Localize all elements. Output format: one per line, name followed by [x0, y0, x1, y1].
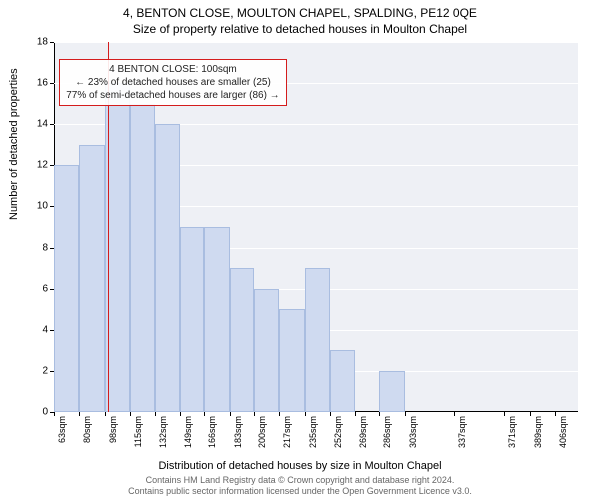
histogram-bar: [279, 309, 305, 412]
xtick-mark: [504, 412, 505, 416]
histogram-bar: [305, 268, 330, 412]
xtick-mark: [355, 412, 356, 416]
xtick-mark: [230, 412, 231, 416]
xtick-mark: [180, 412, 181, 416]
xtick-mark: [555, 412, 556, 416]
xtick-mark: [254, 412, 255, 416]
ytick-label: 16: [32, 78, 48, 89]
annotation-box: 4 BENTON CLOSE: 100sqm← 23% of detached …: [59, 59, 286, 106]
xtick-label: 235sqm: [308, 416, 318, 448]
chart-root: 4, BENTON CLOSE, MOULTON CHAPEL, SPALDIN…: [0, 0, 600, 500]
histogram-bar: [204, 227, 229, 412]
annotation-line-2: ← 23% of detached houses are smaller (25…: [66, 76, 279, 89]
xtick-mark: [279, 412, 280, 416]
xtick-label: 200sqm: [257, 416, 267, 448]
xtick-label: 217sqm: [282, 416, 292, 448]
xtick-label: 183sqm: [233, 416, 243, 448]
histogram-bar: [54, 165, 79, 412]
xtick-label: 286sqm: [382, 416, 392, 448]
chart-title: 4, BENTON CLOSE, MOULTON CHAPEL, SPALDIN…: [0, 0, 600, 22]
histogram-bar: [379, 371, 404, 412]
ytick-mark: [50, 42, 54, 43]
chart-subtitle: Size of property relative to detached ho…: [0, 22, 600, 36]
xtick-label: 80sqm: [82, 416, 92, 443]
xtick-mark: [454, 412, 455, 416]
xtick-label: 252sqm: [333, 416, 343, 448]
ytick-label: 2: [32, 365, 48, 376]
histogram-bar: [180, 227, 205, 412]
xtick-mark: [379, 412, 380, 416]
footer-attribution: Contains HM Land Registry data © Crown c…: [0, 475, 600, 497]
xtick-label: 166sqm: [207, 416, 217, 448]
xtick-label: 132sqm: [158, 416, 168, 448]
histogram-bar: [130, 104, 155, 412]
xtick-label: 149sqm: [183, 416, 193, 448]
xtick-mark: [330, 412, 331, 416]
ytick-label: 4: [32, 324, 48, 335]
xtick-label: 115sqm: [133, 416, 143, 447]
xtick-mark: [79, 412, 80, 416]
xtick-label: 406sqm: [558, 416, 568, 448]
ytick-label: 8: [32, 242, 48, 253]
y-axis-label: Number of detached properties: [8, 68, 20, 220]
xtick-label: 371sqm: [507, 416, 517, 448]
footer-line-1: Contains HM Land Registry data © Crown c…: [146, 475, 455, 485]
xtick-mark: [105, 412, 106, 416]
footer-line-2: Contains public sector information licen…: [128, 486, 472, 496]
histogram-bar: [330, 350, 355, 412]
xtick-label: 389sqm: [533, 416, 543, 448]
annotation-line-1: 4 BENTON CLOSE: 100sqm: [66, 63, 279, 76]
histogram-bar: [254, 289, 279, 412]
histogram-bar: [79, 145, 105, 412]
xtick-label: 269sqm: [358, 416, 368, 448]
grid-line: [54, 412, 578, 413]
ytick-label: 10: [32, 201, 48, 212]
xtick-label: 337sqm: [457, 416, 467, 448]
xtick-label: 98sqm: [108, 416, 118, 443]
x-axis-label: Distribution of detached houses by size …: [0, 460, 600, 472]
xtick-mark: [530, 412, 531, 416]
ytick-label: 6: [32, 283, 48, 294]
ytick-label: 12: [32, 160, 48, 171]
plot-area: 02468101214161863sqm80sqm98sqm115sqm132s…: [54, 42, 578, 412]
xtick-mark: [204, 412, 205, 416]
xtick-mark: [130, 412, 131, 416]
ytick-label: 0: [32, 407, 48, 418]
ytick-label: 18: [32, 37, 48, 48]
ytick-mark: [50, 124, 54, 125]
xtick-mark: [305, 412, 306, 416]
histogram-bar: [155, 124, 180, 412]
xtick-mark: [405, 412, 406, 416]
annotation-line-3: 77% of semi-detached houses are larger (…: [66, 89, 279, 102]
xtick-mark: [155, 412, 156, 416]
grid-line: [54, 42, 578, 43]
histogram-bar: [230, 268, 255, 412]
ytick-mark: [50, 83, 54, 84]
xtick-mark: [54, 412, 55, 416]
xtick-label: 303sqm: [408, 416, 418, 448]
ytick-label: 14: [32, 119, 48, 130]
xtick-label: 63sqm: [57, 416, 67, 443]
